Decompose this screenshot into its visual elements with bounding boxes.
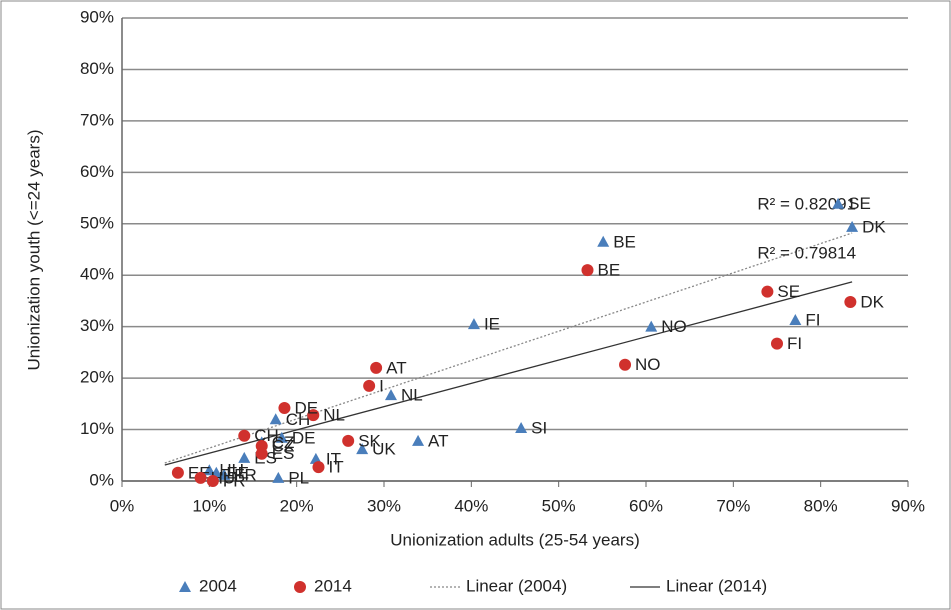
point-label: FR	[234, 465, 257, 484]
point-label: DK	[860, 292, 884, 311]
y-tick-label: 50%	[80, 213, 114, 232]
point	[272, 471, 285, 483]
x-tick-label: 80%	[804, 496, 838, 515]
y-axis-title: Unionization youth (<=24 years)	[24, 130, 43, 371]
point-label: NO	[661, 317, 687, 336]
x-tick-label: 90%	[891, 496, 925, 515]
y-tick-label: 20%	[80, 368, 114, 387]
legend-label: Linear (2014)	[666, 576, 767, 595]
point-label: SE	[777, 282, 800, 301]
point	[412, 434, 425, 446]
point-label: CH	[286, 410, 311, 429]
point-label: BE	[597, 261, 620, 280]
point	[194, 471, 207, 484]
point	[789, 313, 802, 325]
x-tick-label: 40%	[454, 496, 488, 515]
point	[206, 475, 219, 487]
x-tick-label: 70%	[716, 496, 750, 515]
x-axis-title: Unionization adults (25-54 years)	[390, 530, 639, 549]
point	[275, 431, 288, 443]
y-tick-label: 40%	[80, 265, 114, 284]
point-label: BE	[613, 232, 636, 251]
point-label: EE	[226, 463, 249, 482]
point-label: FI	[805, 310, 820, 329]
point-label: NL	[401, 386, 423, 405]
point	[645, 320, 658, 332]
point	[255, 447, 268, 460]
point	[356, 443, 369, 455]
r-squared: R² = 0.79814	[757, 243, 856, 262]
point-label: IE	[484, 315, 500, 334]
point	[278, 401, 291, 414]
x-tick-label: 20%	[280, 496, 314, 515]
legend-label: Linear (2004)	[466, 576, 567, 595]
point	[342, 434, 355, 447]
x-tick-label: 60%	[629, 496, 663, 515]
y-tick-label: 30%	[80, 316, 114, 335]
point-label: CZ	[272, 433, 295, 452]
point	[370, 361, 383, 374]
point	[363, 379, 376, 392]
point-label: FI	[787, 334, 802, 353]
point-label: SI	[531, 418, 547, 437]
trend-line	[164, 232, 853, 464]
y-tick-label: 10%	[80, 419, 114, 438]
point	[384, 389, 397, 401]
point	[515, 422, 528, 434]
point	[238, 429, 251, 442]
x-tick-label: 50%	[542, 496, 576, 515]
point-label: I	[379, 376, 384, 395]
point-label: HU	[219, 461, 244, 480]
point	[203, 464, 216, 476]
point-label: PL	[288, 468, 309, 487]
legend-marker	[294, 581, 306, 593]
point	[597, 235, 610, 247]
point	[771, 337, 783, 350]
point-label: IT	[326, 449, 341, 468]
y-tick-label: 60%	[80, 162, 114, 181]
y-tick-label: 80%	[80, 59, 114, 78]
point-label: UK	[372, 440, 396, 459]
point-label: NL	[323, 406, 345, 425]
x-tick-label: 30%	[367, 496, 401, 515]
point	[269, 413, 282, 425]
point	[581, 264, 594, 277]
point-label: AT	[428, 431, 448, 450]
point-label: SK	[358, 431, 381, 450]
point-label: AT	[386, 358, 406, 377]
point-label: IT	[329, 458, 344, 477]
point	[238, 451, 251, 463]
x-tick-label: 0%	[110, 496, 135, 515]
y-tick-label: 70%	[80, 110, 114, 129]
point	[844, 295, 857, 308]
y-tick-label: 0%	[89, 470, 114, 489]
legend-label: 2014	[314, 576, 352, 595]
point-label: NO	[635, 355, 661, 374]
point-label: ES	[272, 444, 295, 463]
point	[467, 318, 480, 330]
point-label: DK	[862, 217, 886, 236]
x-tick-label: 10%	[192, 496, 226, 515]
point-label: SE	[848, 194, 871, 213]
point	[312, 461, 325, 474]
trend-line	[164, 281, 853, 466]
point	[846, 220, 859, 232]
r-squared: R² = 0.82091	[757, 195, 856, 214]
point	[761, 285, 774, 298]
point-label: DE	[294, 398, 318, 417]
legend-marker	[179, 581, 191, 592]
point	[832, 197, 845, 209]
point-label: CZ	[272, 437, 295, 456]
y-tick-label: 90%	[80, 7, 114, 26]
point	[171, 466, 184, 479]
point-label: DE	[292, 428, 316, 447]
legend-label: 2004	[199, 576, 237, 595]
point-label: FR	[223, 471, 246, 490]
point	[307, 409, 320, 422]
point	[619, 358, 632, 371]
